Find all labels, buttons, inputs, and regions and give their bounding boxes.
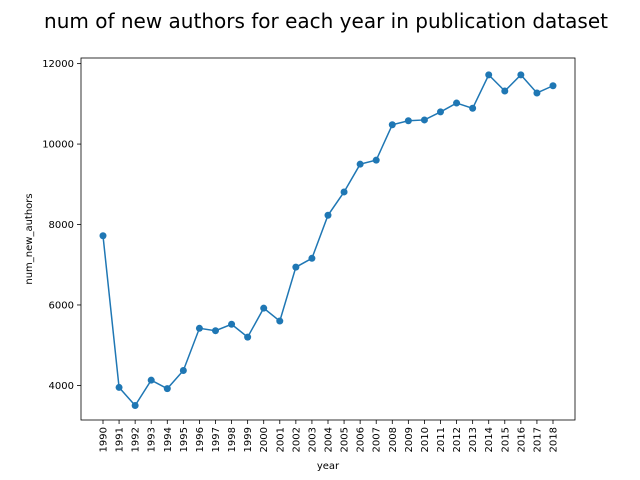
x-axis: 1990 1991 1992 1993 1994 1995 1996 1997 1998 1999… — [99, 420, 560, 452]
data-point-1995 — [179, 367, 187, 375]
data-point-2007 — [372, 156, 380, 164]
data-point-2003 — [308, 254, 316, 262]
data-point-2009 — [404, 117, 412, 125]
x-tick-label: 1992 — [131, 427, 142, 452]
data-point-2016 — [517, 71, 525, 79]
data-point-1997 — [212, 327, 219, 335]
x-tick-label: 2018 — [549, 427, 560, 452]
y-tick-label: 4000 — [49, 381, 74, 392]
data-point-2001 — [276, 317, 284, 325]
x-tick-label: 2017 — [532, 427, 543, 452]
data-point-2011 — [437, 108, 444, 116]
y-tick-label: 6000 — [49, 300, 74, 311]
x-tick-label: 2004 — [324, 427, 335, 452]
x-tick-label: 2002 — [291, 427, 302, 452]
x-tick-label: 2016 — [516, 427, 527, 452]
x-axis-label: year — [317, 461, 340, 472]
data-point-2000 — [260, 304, 268, 312]
x-tick-label: 1990 — [99, 427, 110, 452]
data-point-2012 — [453, 99, 461, 107]
data-point-1998 — [228, 320, 236, 328]
x-tick-label: 2013 — [468, 427, 479, 452]
data-point-2015 — [501, 87, 509, 95]
x-tick-label: 1996 — [195, 427, 206, 452]
data-point-2010 — [420, 116, 428, 124]
data-point-1991 — [115, 383, 123, 391]
data-point-2005 — [340, 188, 348, 196]
y-tick-label: 10000 — [42, 140, 74, 151]
data-point-1990 — [99, 232, 107, 240]
data-point-2004 — [324, 211, 332, 219]
y-tick-label: 8000 — [49, 220, 74, 231]
plot-frame — [80, 57, 576, 421]
data-point-1993 — [147, 376, 155, 384]
x-tick-label: 1994 — [163, 427, 174, 452]
data-point-2017 — [533, 89, 541, 97]
x-tick-label: 2000 — [259, 427, 270, 452]
data-point-2013 — [469, 104, 477, 112]
data-point-1992 — [131, 402, 139, 410]
x-tick-label: 2009 — [404, 427, 415, 452]
x-tick-label: 2007 — [372, 427, 383, 452]
x-tick-label: 1993 — [147, 427, 158, 452]
series-line — [102, 73, 554, 407]
data-point-2014 — [485, 71, 493, 79]
chart-title: num of new authors for each year in publ… — [44, 9, 608, 33]
x-tick-label: 1991 — [115, 427, 126, 452]
x-tick-label: 2012 — [452, 427, 463, 452]
data-series — [99, 71, 557, 410]
x-tick-label: 1995 — [179, 427, 190, 452]
x-tick-label: 2010 — [420, 427, 431, 452]
y-tick-label: 12000 — [42, 59, 74, 70]
x-tick-label: 2011 — [436, 427, 447, 452]
x-tick-label: 1998 — [227, 427, 238, 452]
data-point-2008 — [388, 121, 396, 129]
x-tick-label: 2014 — [484, 427, 495, 452]
y-axis-label: num_new_authors — [24, 193, 35, 284]
data-point-2002 — [292, 263, 300, 271]
data-point-1999 — [244, 333, 252, 341]
x-tick-label: 1999 — [243, 427, 254, 452]
x-tick-label: 2006 — [356, 427, 367, 452]
x-tick-label: 1997 — [211, 427, 222, 452]
data-point-1994 — [163, 385, 171, 393]
data-point-2006 — [356, 160, 364, 168]
x-tick-label: 2001 — [275, 427, 286, 452]
x-tick-label: 2015 — [500, 427, 511, 452]
y-axis: 4000 6000 8000 10000 12000 — [42, 59, 81, 392]
data-point-2018 — [549, 82, 557, 90]
x-tick-label: 2003 — [307, 427, 318, 452]
data-point-1996 — [195, 324, 203, 332]
x-tick-label: 2005 — [340, 427, 351, 452]
x-tick-label: 2008 — [388, 427, 399, 452]
